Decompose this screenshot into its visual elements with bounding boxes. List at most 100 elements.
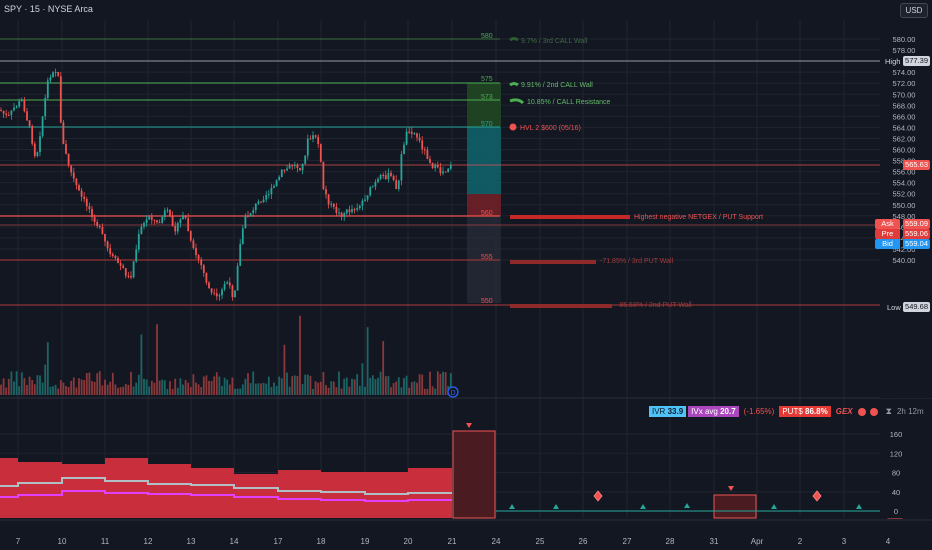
volume-bar: [104, 379, 106, 395]
volume-bar: [335, 387, 338, 395]
volume-bar: [306, 374, 309, 395]
candle-body: [239, 244, 242, 267]
candle-body: [101, 226, 104, 234]
candle-body: [39, 136, 41, 153]
volume-bar: [137, 374, 140, 395]
candle-body: [369, 187, 372, 196]
candle-body: [49, 77, 52, 81]
volume-bar: [122, 386, 125, 395]
volume-bar: [304, 374, 307, 395]
time-axis-label: 14: [230, 537, 239, 546]
candle-body: [124, 268, 127, 276]
volume-bar: [101, 385, 104, 395]
candle-body: [13, 107, 15, 111]
candle-body: [234, 290, 236, 298]
puts-badge[interactable]: PUT$ 86.8%: [779, 406, 831, 417]
volume-bar: [93, 381, 96, 395]
time-axis-label: 18: [317, 537, 326, 546]
volume-bar: [20, 372, 23, 395]
lower-axis[interactable]: 160 120 80 40 0: [890, 430, 903, 516]
volume-bar: [395, 381, 398, 395]
low-tag: Low: [884, 303, 904, 313]
candle-body: [54, 71, 57, 73]
dividend-marker[interactable]: [447, 386, 459, 398]
time-axis-label: 13: [187, 537, 196, 546]
volume-bar: [109, 381, 112, 395]
candle-body: [153, 219, 156, 221]
volume-bar: [390, 387, 392, 395]
volume-bar: [418, 374, 421, 395]
diamond-icon: [593, 490, 603, 502]
volume-bar: [187, 382, 190, 395]
candle-body: [36, 152, 39, 157]
time-axis-label: 26: [579, 537, 588, 546]
candle-body: [85, 199, 88, 207]
volume-bar: [249, 383, 252, 395]
candle-body: [156, 220, 158, 223]
candle-body: [57, 71, 60, 77]
volume-bar: [309, 375, 312, 395]
volume-bar: [33, 384, 36, 395]
put-support-label: Highest negative NETGEX / PUT Support: [634, 214, 763, 221]
hvl-zone: [467, 127, 501, 194]
candle-body: [252, 210, 255, 213]
currency-button[interactable]: USD: [900, 3, 928, 18]
volume-bar: [39, 375, 41, 395]
candle-body: [140, 226, 143, 234]
candle-body: [400, 154, 403, 181]
candle-body: [179, 219, 182, 224]
price-axis-label: 570.00: [893, 90, 916, 99]
time-axis-label: 24: [492, 537, 501, 546]
up-triangle-icon: [640, 504, 646, 509]
candle-body: [80, 190, 83, 197]
candle-body: [182, 215, 184, 220]
volume-bar: [31, 380, 34, 395]
ivx-badge[interactable]: IVx avg 20.7: [688, 406, 739, 417]
volume-bar: [54, 384, 57, 395]
volume-bar: [23, 378, 26, 395]
symbol-title[interactable]: SPY · 15 · NYSE Arca: [4, 4, 93, 14]
candle-body: [195, 248, 197, 256]
volume-bar: [52, 386, 54, 395]
candle-body: [338, 212, 340, 214]
volume-bar: [410, 382, 413, 395]
gex-bar: [0, 458, 18, 518]
volume-bar: [0, 384, 2, 395]
volume-bar: [148, 386, 151, 395]
candle-body: [291, 165, 294, 167]
pre-value-tag: 559.06: [903, 229, 930, 239]
volume-bar: [195, 382, 197, 395]
candle-body: [340, 212, 343, 217]
volume-bar: [132, 386, 135, 395]
volume-bar: [369, 377, 372, 395]
volume-bar: [431, 386, 434, 395]
candle-body: [127, 275, 130, 277]
volume-bar: [442, 371, 444, 395]
put-wall-2nd-label: -85.58% / 2nd PUT Wall: [617, 302, 692, 309]
candle-body: [169, 209, 171, 216]
volume-bar: [59, 380, 62, 395]
candle-body: [75, 178, 78, 186]
candle-body: [28, 120, 31, 127]
volume-bar: [10, 371, 13, 395]
candle-body: [345, 209, 348, 214]
price-axis-label: 542.00: [893, 245, 916, 254]
volume-bar: [221, 385, 223, 395]
ivr-label: IVR: [652, 407, 666, 416]
volume-bar: [299, 315, 301, 395]
volume-bar: [400, 387, 403, 395]
ivr-badge[interactable]: IVR 33.9: [649, 406, 687, 417]
candle-body: [67, 153, 70, 166]
price-axis-label: 552.00: [893, 190, 916, 199]
up-triangle-icon: [771, 504, 777, 509]
time-axis[interactable]: 7 10 11 12 13 14 17 18 19 20 21 24 25 26 27 28 31 Apr 2 3 4: [16, 537, 891, 546]
volume-bar: [36, 375, 39, 395]
volume-bar: [182, 384, 184, 395]
candle-body: [301, 163, 304, 171]
volume-bar: [371, 375, 374, 395]
candle-body: [130, 275, 132, 278]
candle-body: [260, 201, 262, 203]
volume-bar: [405, 375, 408, 395]
gex-bar-forecast: [713, 494, 757, 519]
